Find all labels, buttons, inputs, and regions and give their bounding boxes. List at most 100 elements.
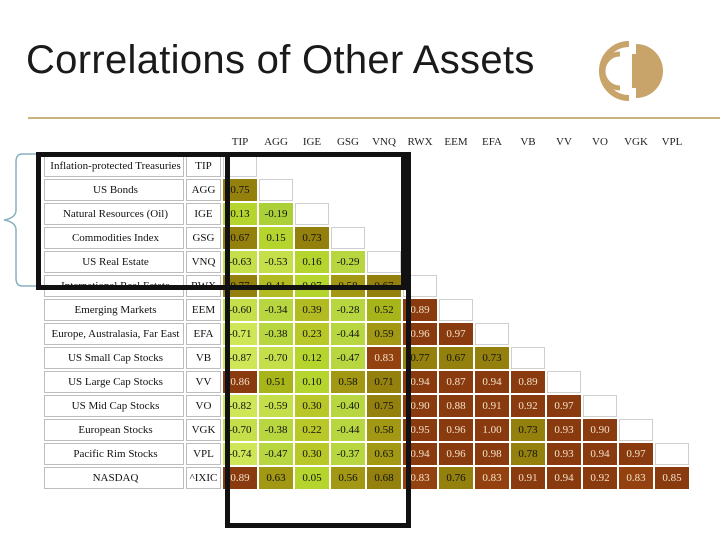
correlation-cell: 0.88 — [439, 395, 473, 417]
row-asset-name: Pacific Rim Stocks — [44, 443, 184, 465]
row-ticker: RWX — [186, 275, 221, 297]
correlation-cell: -0.44 — [331, 419, 365, 441]
correlation-cell: 0.39 — [295, 299, 329, 321]
correlation-cell: 0.87 — [439, 371, 473, 393]
correlation-cell: 0.52 — [367, 299, 401, 321]
blank-cell — [547, 299, 581, 321]
blank-cell — [367, 155, 401, 177]
blank-cell — [547, 275, 581, 297]
correlation-cell: 0.91 — [511, 467, 545, 489]
empty-cell — [295, 203, 329, 225]
correlation-cell: 0.83 — [475, 467, 509, 489]
correlation-cell: 0.94 — [475, 371, 509, 393]
correlation-cell: 0.94 — [583, 443, 617, 465]
row-ticker: VV — [186, 371, 221, 393]
blank-cell — [619, 203, 653, 225]
correlation-cell: 0.96 — [439, 419, 473, 441]
table-row: US Mid Cap Stocks VO -0.82 -0.59 0.30 -0.40 0.… — [44, 395, 689, 417]
row-asset-name: US Mid Cap Stocks — [44, 395, 184, 417]
column-header-ige: IGE — [302, 136, 322, 148]
correlation-cell: 0.94 — [403, 443, 437, 465]
correlation-cell: 0.92 — [583, 467, 617, 489]
correlation-cell: 0.23 — [295, 323, 329, 345]
row-asset-name: NASDAQ — [44, 467, 184, 489]
empty-cell — [547, 371, 581, 393]
blank-cell — [511, 251, 545, 273]
blank-cell — [619, 347, 653, 369]
row-asset-name: Inflation-protected Treasuries — [44, 155, 184, 177]
correlation-cell: 1.00 — [475, 419, 509, 441]
column-header-tip: TIP — [231, 136, 249, 148]
correlation-cell: 0.96 — [403, 323, 437, 345]
blank-cell — [655, 323, 689, 345]
correlation-cell: 0.97 — [439, 323, 473, 345]
blank-cell — [619, 323, 653, 345]
correlation-cell: 0.97 — [619, 443, 653, 465]
blank-cell — [511, 275, 545, 297]
row-ticker: VGK — [186, 419, 221, 441]
correlation-cell: 0.85 — [655, 467, 689, 489]
table-row: US Small Cap Stocks VB -0.87 -0.70 0.12 -0.47… — [44, 347, 689, 369]
correlation-cell: 0.67 — [439, 347, 473, 369]
blank-cell — [619, 275, 653, 297]
blank-cell — [547, 347, 581, 369]
blank-cell — [331, 155, 365, 177]
blank-cell — [655, 395, 689, 417]
correlation-cell: 0.77 — [223, 275, 257, 297]
blank-cell — [655, 203, 689, 225]
correlation-cell: 0.63 — [367, 443, 401, 465]
correlation-cell: 0.30 — [295, 443, 329, 465]
row-asset-name: US Real Estate — [44, 251, 184, 273]
blank-cell — [619, 371, 653, 393]
blank-cell — [583, 179, 617, 201]
blank-cell — [439, 227, 473, 249]
blank-cell — [511, 227, 545, 249]
column-header-vnq: VNQ — [372, 136, 396, 148]
table-row: Inflation-protected Treasuries TIP — [44, 155, 689, 177]
row-asset-name: US Bonds — [44, 179, 184, 201]
row-asset-name: Europe, Australasia, Far East — [44, 323, 184, 345]
blank-cell — [547, 227, 581, 249]
correlation-cell: 0.93 — [547, 419, 581, 441]
column-header-agg: AGG — [264, 136, 288, 148]
row-ticker: IGE — [186, 203, 221, 225]
correlation-cell: -0.70 — [223, 419, 257, 441]
table-row: Emerging Markets EEM -0.60 -0.34 0.39 -0.28 0.… — [44, 299, 689, 321]
blank-cell — [439, 203, 473, 225]
blank-cell — [655, 179, 689, 201]
table-row: NASDAQ ^IXIC 0.89 0.63 0.05 0.56 0.68 0.83 0.76 0… — [44, 467, 689, 489]
correlation-cell: -0.44 — [331, 323, 365, 345]
blank-cell — [439, 179, 473, 201]
blank-cell — [583, 227, 617, 249]
table-row: US Large Cap Stocks VV 0.86 0.51 0.10 0.58 0.7… — [44, 371, 689, 393]
blank-cell — [331, 179, 365, 201]
row-ticker: VB — [186, 347, 221, 369]
blank-cell — [547, 179, 581, 201]
correlation-cell: -0.70 — [259, 347, 293, 369]
correlation-cell: -0.82 — [223, 395, 257, 417]
table-row: Natural Resources (Oil) IGE 0.13 -0.19 — [44, 203, 689, 225]
correlation-cell: 0.05 — [295, 467, 329, 489]
circle-logo-icon — [599, 41, 663, 101]
correlation-cell: 0.96 — [439, 443, 473, 465]
blank-cell — [583, 275, 617, 297]
empty-cell — [511, 347, 545, 369]
correlation-cell: 0.58 — [331, 275, 365, 297]
column-header-vo: VO — [592, 136, 608, 148]
blank-cell — [547, 323, 581, 345]
correlation-cell: 0.95 — [403, 419, 437, 441]
blank-cell — [619, 179, 653, 201]
left-brace-icon — [3, 153, 36, 287]
row-ticker: TIP — [186, 155, 221, 177]
blank-cell — [655, 419, 689, 441]
empty-cell — [655, 443, 689, 465]
correlation-cell: 0.77 — [403, 347, 437, 369]
blank-cell — [475, 299, 509, 321]
correlation-cell: 0.86 — [223, 371, 257, 393]
row-ticker: AGG — [186, 179, 221, 201]
blank-cell — [439, 155, 473, 177]
correlation-cell: 0.07 — [295, 275, 329, 297]
correlation-cell: -0.34 — [259, 299, 293, 321]
blank-cell — [475, 203, 509, 225]
blank-cell — [655, 371, 689, 393]
